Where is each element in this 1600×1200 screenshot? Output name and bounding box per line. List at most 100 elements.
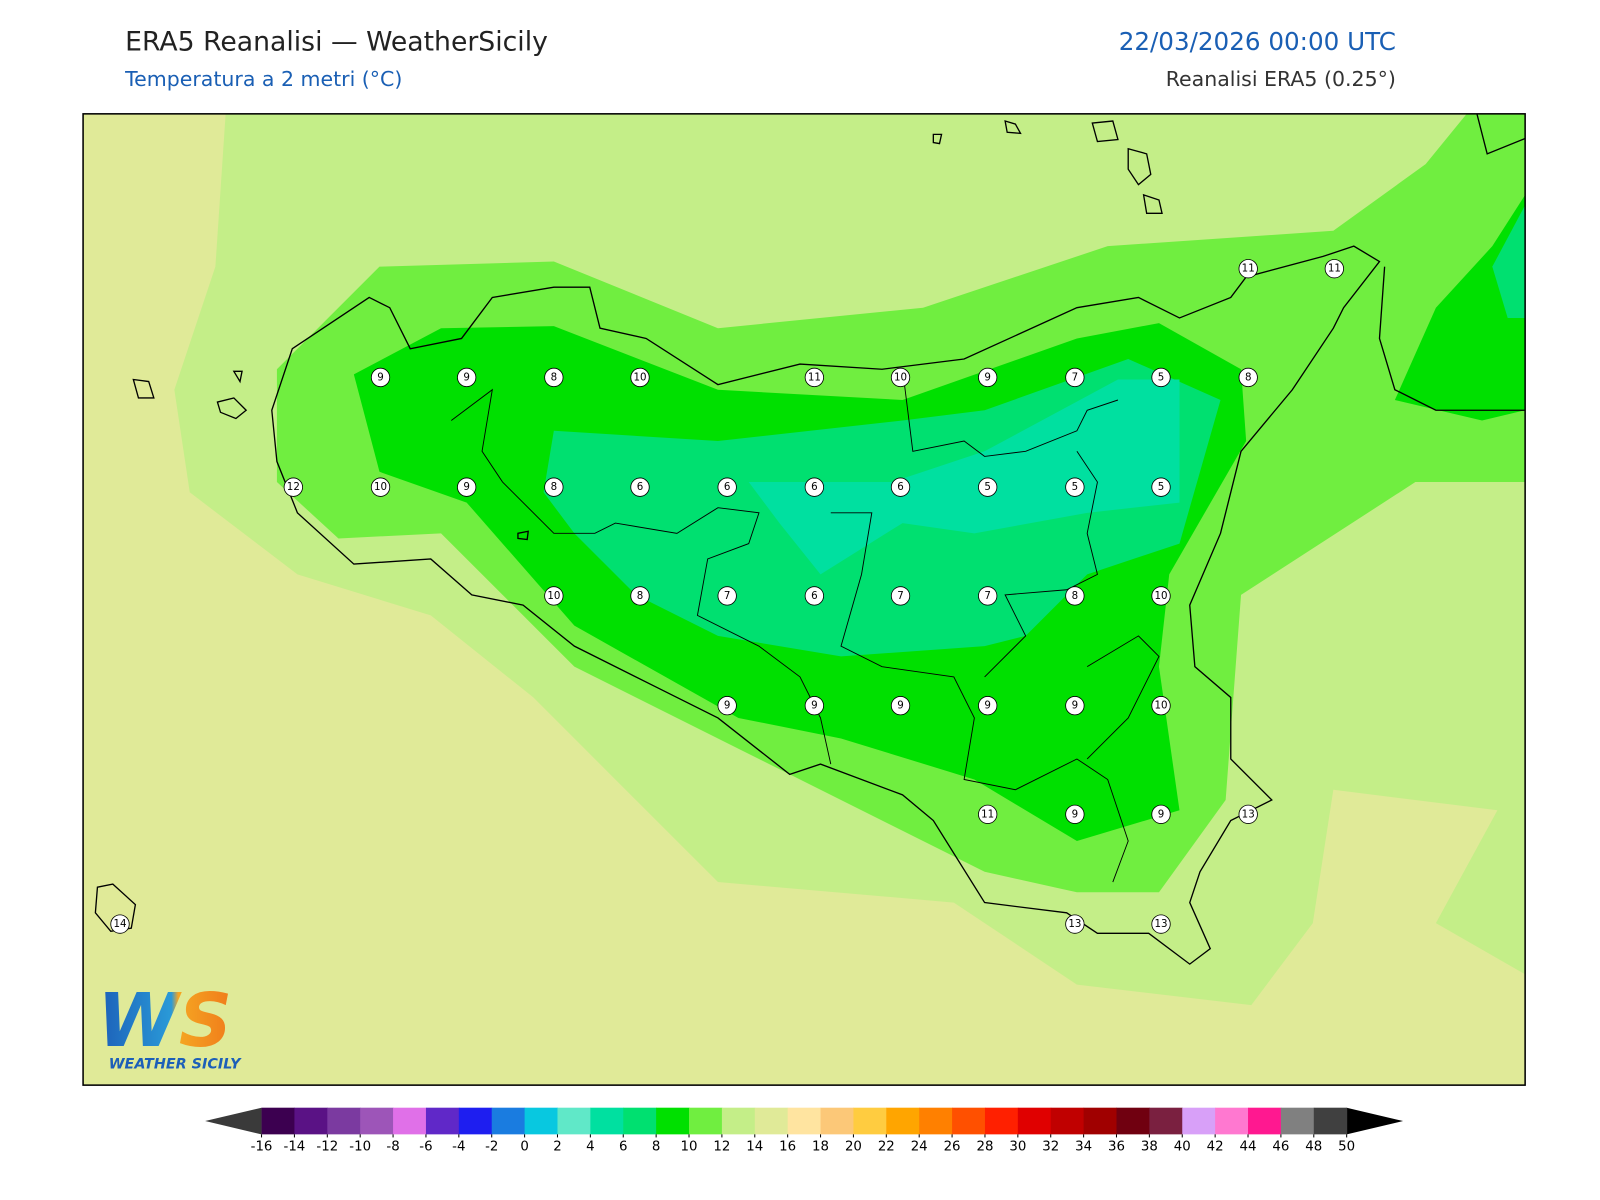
colorbar-tick-label: -14 [284, 1140, 306, 1155]
colorbar-swatch [820, 1107, 854, 1135]
field-12-14 [1405, 592, 1431, 604]
station-value: 7 [724, 590, 731, 602]
colorbar-tick-label: -8 [386, 1140, 399, 1155]
colorbar-tick-label: 46 [1272, 1140, 1289, 1155]
colorbar-tick-label: -10 [349, 1140, 371, 1155]
station-marker [630, 367, 650, 388]
station: 8 [544, 477, 564, 497]
station-marker [890, 367, 911, 388]
station-marker [544, 477, 564, 497]
colorbar-tick-label: 40 [1174, 1140, 1191, 1155]
station: 5 [1151, 477, 1171, 497]
colorbar-tick-label: 6 [619, 1140, 627, 1155]
station-value: 13 [1242, 808, 1255, 820]
station-value: 6 [897, 481, 904, 493]
colorbar-swatch [1083, 1107, 1118, 1135]
station-marker [1151, 477, 1171, 497]
colorbar-tick-label: 44 [1240, 1140, 1257, 1155]
map: 11 11 9 9 8 10 11 10 9 7 5 8 12 10 9 8 6 6 6 6 5 5 5 10 8 7 6 7 7 8 10… [83, 113, 1526, 1086]
subtitle: Temperatura a 2 metri (°C) [124, 67, 402, 91]
station-value: 6 [811, 481, 818, 493]
station: 14 [110, 914, 130, 934]
station: 9 [804, 696, 824, 716]
field-6-8 [1492, 205, 1526, 318]
station-value: 7 [897, 590, 904, 602]
station-marker [804, 696, 824, 716]
station: 7 [1065, 367, 1085, 388]
station-value: 5 [984, 481, 991, 493]
station-marker [1238, 367, 1258, 388]
colorbar-swatch [425, 1107, 460, 1135]
title: ERA5 Reanalisi — WeatherSicily [125, 27, 548, 58]
station-value: 11 [808, 371, 821, 383]
station-marker [283, 477, 303, 497]
colorbar-swatch [393, 1107, 427, 1135]
station-value: 8 [637, 590, 644, 602]
station: 10 [370, 477, 391, 497]
station-value: 8 [551, 481, 558, 493]
station-value: 13 [1068, 918, 1081, 930]
logo-name: WEATHER SICILY [109, 1057, 242, 1073]
colorbar-tick-label: 2 [553, 1140, 561, 1155]
station-marker [1065, 586, 1085, 606]
colorbar-tick-label: 38 [1141, 1140, 1158, 1155]
station-value: 7 [984, 590, 991, 602]
colorbar-swatch [557, 1107, 591, 1135]
station-value: 11 [1328, 263, 1341, 275]
station: 10 [544, 586, 564, 606]
colorbar-swatch [1313, 1107, 1348, 1135]
station: 13 [1065, 914, 1085, 934]
colorbar-tick-label: 20 [845, 1140, 862, 1155]
station-marker [1065, 367, 1085, 388]
station: 9 [890, 696, 911, 716]
colorbar-swatch [524, 1107, 558, 1135]
station-marker [804, 477, 824, 497]
station: 9 [1151, 804, 1171, 824]
colorbar-swatch [754, 1107, 789, 1135]
colorbar-tick-label: 36 [1108, 1140, 1125, 1155]
colorbar-swatch [787, 1107, 822, 1135]
station-marker [457, 367, 477, 388]
station-value: 6 [637, 481, 644, 493]
colorbar-tick-label: 18 [812, 1140, 829, 1155]
logo-mark: WS [97, 978, 232, 1064]
colorbar-swatch [261, 1107, 295, 1135]
colorbar-over [1346, 1107, 1404, 1135]
station: 7 [717, 586, 737, 606]
station-value: 9 [463, 371, 470, 383]
colorbar-swatch [1248, 1107, 1282, 1135]
station-marker [544, 586, 564, 606]
station-marker [630, 586, 650, 606]
field-4-6 [748, 379, 1180, 575]
logo: WS WEATHER SICILY [97, 978, 242, 1073]
colorbar-tick-label: 32 [1042, 1140, 1059, 1155]
colorbar-tick-label: 42 [1207, 1140, 1224, 1155]
station-value: 9 [377, 371, 384, 383]
station-value: 9 [463, 481, 470, 493]
colorbar-swatch [590, 1107, 624, 1135]
source: Reanalisi ERA5 (0.25°) [1166, 67, 1396, 91]
station: 9 [457, 367, 477, 388]
station-marker [978, 696, 998, 716]
colorbar-tick-label: 4 [586, 1140, 594, 1155]
colorbar-swatch [853, 1107, 887, 1135]
station-marker [978, 586, 998, 606]
station-value: 8 [1245, 371, 1252, 383]
station: 10 [630, 367, 650, 388]
colorbar-swatch [623, 1107, 657, 1135]
station: 5 [978, 477, 998, 497]
station: 5 [1065, 477, 1085, 497]
colorbar-swatch [1017, 1107, 1052, 1135]
colorbar-tick-label: -12 [316, 1140, 338, 1155]
station-marker [717, 586, 737, 606]
colorbar: -16 -14 -12 -10 -8 -6 -4 -2 0 2 4 6 8 10 12 14 16 18 20 22 2… [205, 1107, 1404, 1155]
station-marker [370, 367, 391, 388]
station: 8 [544, 367, 564, 388]
station-value: 6 [724, 481, 731, 493]
colorbar-tick-label: -16 [251, 1140, 273, 1155]
station-value: 9 [984, 700, 991, 712]
station-value: 8 [551, 371, 558, 383]
station: 6 [804, 586, 824, 606]
colorbar-swatch [327, 1107, 361, 1135]
